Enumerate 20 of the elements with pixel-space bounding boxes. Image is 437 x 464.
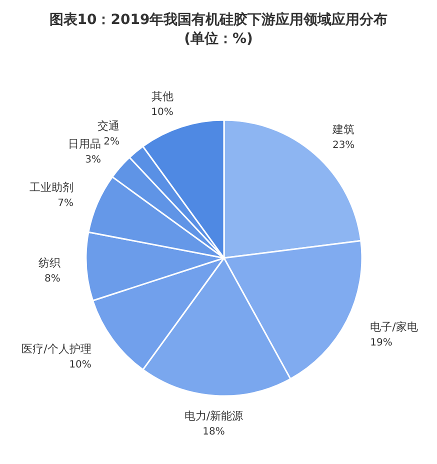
slice-label: 电力/新能源 [184,410,244,423]
data-label: 10% [151,107,174,118]
data-label: 3% [85,154,101,166]
data-label: 19% [370,337,392,348]
slice-label: 医疗/个人护理 [22,342,92,356]
slice-label: 其他 [151,90,174,104]
data-label: 8% [44,273,60,284]
slice-label: 交通 [97,120,120,133]
data-label: 10% [69,359,92,370]
slice-label: 电子/家电 [370,320,418,334]
slice-label: 纺织 [38,256,60,270]
chart-title: 图表10：2019年我国有机硅胶下游应用领域应用分布 [49,11,388,28]
data-label: 7% [58,198,74,209]
data-label: 2% [104,136,120,148]
slice-label: 工业助剂 [29,180,74,194]
chart-subtitle: (单位：%) [184,31,253,47]
data-label: 23% [332,140,355,151]
slice-label: 建筑 [331,122,354,136]
slice-label: 日用品 [68,138,101,151]
data-label: 18% [202,426,225,438]
